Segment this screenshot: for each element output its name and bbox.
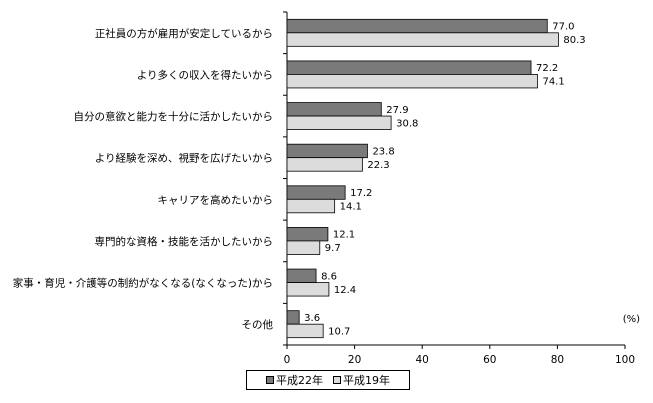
legend-swatch-series-1: [266, 376, 274, 384]
legend-label-series-1: 平成22年: [276, 374, 323, 387]
data-label-series-2: 9.7: [325, 243, 341, 254]
category-label: 専門的な資格・技能を活かしたいから: [95, 235, 274, 248]
data-label-series-1: 77.0: [552, 22, 574, 33]
bar-series-2: [286, 74, 538, 89]
bar-series-1: [286, 227, 329, 242]
bar-series-2: [286, 32, 559, 47]
data-label-series-1: 72.2: [536, 63, 558, 74]
bar-series-1: [286, 18, 548, 34]
bar-series-1: [286, 268, 317, 283]
data-label-series-2: 22.3: [367, 160, 389, 171]
x-tick-label: 60: [483, 354, 496, 366]
bar-series-1: [286, 60, 532, 75]
bar-series-2: [286, 157, 363, 172]
data-label-series-2: 80.3: [563, 35, 585, 46]
bar-series-1: [286, 102, 382, 117]
legend-label-series-2: 平成19年: [343, 374, 390, 387]
data-label-series-2: 74.1: [542, 77, 564, 88]
data-label-series-2: 10.7: [328, 326, 350, 337]
bar-series-2: [286, 115, 392, 130]
legend-item-series-1: 平成22年: [266, 372, 323, 388]
x-axis-unit-label: (%): [623, 314, 640, 325]
bar-series-1: [286, 310, 300, 325]
data-label-series-1: 8.6: [321, 271, 337, 282]
x-tick-label: 0: [284, 354, 291, 366]
category-label: より経験を深め、視野を広げたいから: [95, 152, 273, 165]
bar-series-2: [286, 198, 336, 214]
x-tick-label: 40: [416, 354, 429, 366]
data-label-series-2: 14.1: [340, 202, 362, 213]
category-label: より多くの収入を得たいから: [137, 68, 273, 81]
bar-series-2: [286, 240, 321, 255]
data-label-series-1: 23.8: [372, 146, 394, 157]
legend-swatch-series-2: [333, 376, 341, 384]
data-label-series-1: 17.2: [350, 188, 372, 199]
data-label-series-2: 12.4: [334, 285, 356, 296]
bar-series-2: [286, 323, 324, 339]
data-label-series-1: 3.6: [304, 313, 320, 324]
category-label: キャリアを高めたいから: [158, 193, 274, 206]
data-label-series-1: 12.1: [333, 230, 355, 241]
bar-series-1: [286, 143, 368, 159]
data-label-series-2: 30.8: [396, 118, 418, 129]
legend-item-series-2: 平成19年: [333, 372, 390, 388]
category-label: 家事・育児・介護等の制約がなくなる(なくなった)から: [13, 277, 273, 290]
category-label: 正社員の方が雇用が安定しているから: [95, 27, 273, 40]
bar-series-1: [286, 185, 346, 200]
data-label-series-1: 27.9: [386, 105, 408, 116]
x-tick-label: 20: [348, 354, 361, 366]
category-label: 自分の意欲と能力を十分に活かしたいから: [74, 110, 274, 123]
category-label: その他: [242, 318, 274, 331]
bar-series-2: [286, 282, 330, 297]
x-tick-label: 80: [551, 354, 564, 366]
x-tick-label: 100: [615, 354, 635, 366]
legend: 平成22年 平成19年: [246, 370, 410, 390]
